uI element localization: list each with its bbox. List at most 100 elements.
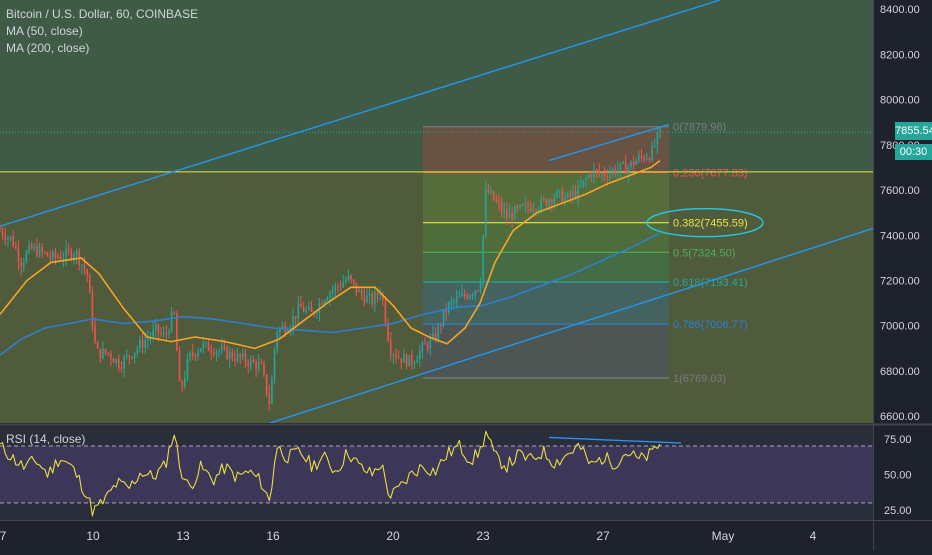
candle-body[interactable]	[413, 362, 416, 365]
candle-body[interactable]	[440, 325, 442, 327]
candle-body[interactable]	[321, 302, 323, 305]
candle-body[interactable]	[139, 340, 141, 349]
candle-body[interactable]	[154, 324, 157, 330]
candle-body[interactable]	[323, 300, 326, 305]
candle-body[interactable]	[360, 289, 363, 296]
candle-body[interactable]	[334, 285, 337, 291]
ma50-line[interactable]	[0, 159, 661, 350]
candle-body[interactable]	[331, 290, 334, 293]
candle-body[interactable]	[279, 327, 281, 333]
candle-body[interactable]	[223, 346, 226, 348]
candle-body[interactable]	[120, 367, 123, 369]
candle-body[interactable]	[191, 352, 194, 355]
candle-body[interactable]	[632, 161, 635, 166]
candle-body[interactable]	[558, 190, 561, 192]
candle-body[interactable]	[469, 295, 471, 299]
candle-body[interactable]	[519, 204, 521, 208]
candle-body[interactable]	[115, 359, 117, 363]
ma200-line[interactable]	[0, 232, 661, 356]
candle-body[interactable]	[384, 300, 387, 324]
candle-body[interactable]	[651, 145, 653, 161]
candle-body[interactable]	[102, 348, 104, 359]
candle-body[interactable]	[28, 244, 30, 253]
candle-body[interactable]	[302, 307, 305, 313]
channel-lower-line[interactable]	[269, 227, 873, 423]
candle-body[interactable]	[131, 357, 133, 359]
candle-body[interactable]	[7, 237, 9, 240]
candle-body[interactable]	[479, 282, 482, 291]
candle-body[interactable]	[141, 340, 144, 348]
candle-body[interactable]	[170, 312, 173, 332]
candle-body[interactable]	[62, 258, 65, 260]
candle-body[interactable]	[426, 344, 429, 349]
candle-body[interactable]	[418, 351, 421, 361]
candle-body[interactable]	[173, 312, 176, 314]
candle-body[interactable]	[395, 354, 397, 358]
candle-body[interactable]	[582, 180, 585, 186]
candle-body[interactable]	[67, 248, 70, 251]
candle-body[interactable]	[482, 235, 484, 283]
candle-body[interactable]	[540, 198, 542, 210]
candle-body[interactable]	[57, 257, 59, 259]
candle-body[interactable]	[630, 161, 632, 167]
candle-body[interactable]	[403, 354, 405, 363]
candle-body[interactable]	[160, 332, 162, 334]
candle-body[interactable]	[194, 354, 197, 357]
candle-body[interactable]	[466, 295, 469, 299]
candle-body[interactable]	[569, 193, 572, 197]
candle-body[interactable]	[516, 206, 519, 208]
candle-body[interactable]	[382, 294, 384, 301]
candle-body[interactable]	[545, 199, 548, 206]
candle-body[interactable]	[595, 169, 598, 171]
candle-body[interactable]	[318, 302, 321, 313]
candle-body[interactable]	[421, 343, 424, 352]
candle-body[interactable]	[265, 374, 268, 394]
candle-body[interactable]	[86, 269, 88, 276]
candle-body[interactable]	[15, 246, 17, 249]
candle-body[interactable]	[65, 248, 67, 259]
candle-body[interactable]	[471, 294, 474, 296]
candle-body[interactable]	[83, 264, 86, 270]
candle-body[interactable]	[453, 301, 455, 303]
candle-body[interactable]	[564, 197, 566, 203]
candle-body[interactable]	[271, 379, 273, 404]
candle-body[interactable]	[81, 264, 83, 266]
candle-body[interactable]	[638, 155, 640, 161]
candle-body[interactable]	[41, 246, 44, 252]
candle-body[interactable]	[49, 256, 51, 259]
candle-body[interactable]	[656, 132, 659, 146]
candle-body[interactable]	[46, 252, 49, 257]
candle-body[interactable]	[294, 316, 297, 319]
candle-body[interactable]	[234, 358, 236, 361]
candle-body[interactable]	[548, 200, 550, 206]
candle-body[interactable]	[36, 246, 38, 256]
candle-body[interactable]	[255, 362, 257, 370]
candle-body[interactable]	[376, 292, 379, 295]
candle-body[interactable]	[165, 332, 168, 335]
candle-body[interactable]	[202, 343, 205, 349]
candle-body[interactable]	[25, 252, 28, 263]
candle-body[interactable]	[273, 348, 276, 380]
candle-body[interactable]	[112, 358, 115, 363]
candle-body[interactable]	[162, 332, 165, 334]
candle-body[interactable]	[189, 352, 191, 359]
candle-body[interactable]	[9, 236, 12, 238]
candle-body[interactable]	[566, 193, 569, 198]
candle-body[interactable]	[550, 200, 553, 204]
channel-upper-line[interactable]	[0, 0, 721, 227]
candle-body[interactable]	[371, 293, 374, 304]
candle-body[interactable]	[445, 310, 447, 313]
candle-body[interactable]	[94, 325, 96, 343]
candle-body[interactable]	[411, 355, 413, 365]
candle-body[interactable]	[157, 324, 160, 333]
candle-body[interactable]	[316, 312, 318, 315]
candle-body[interactable]	[350, 275, 352, 280]
candle-body[interactable]	[337, 285, 339, 287]
candle-body[interactable]	[484, 189, 487, 236]
candle-body[interactable]	[437, 325, 440, 340]
candle-body[interactable]	[197, 352, 199, 357]
candle-body[interactable]	[455, 297, 458, 302]
candle-body[interactable]	[627, 166, 630, 174]
candle-body[interactable]	[17, 248, 20, 262]
candle-body[interactable]	[91, 293, 94, 326]
